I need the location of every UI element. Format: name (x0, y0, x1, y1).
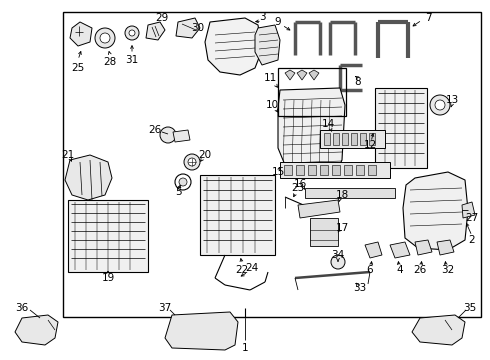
Circle shape (331, 255, 345, 269)
Bar (333, 133, 339, 145)
Text: 27: 27 (466, 213, 479, 223)
Bar (63, 12, 481, 317)
Polygon shape (297, 70, 307, 80)
Text: 25: 25 (72, 63, 85, 73)
Circle shape (30, 325, 40, 335)
Text: 12: 12 (364, 140, 377, 150)
Text: 11: 11 (264, 73, 277, 83)
Circle shape (175, 174, 191, 190)
Bar (200, 175, 275, 255)
Polygon shape (309, 70, 319, 80)
Polygon shape (285, 70, 295, 80)
Bar (284, 165, 292, 175)
Bar (68, 200, 148, 272)
Text: 32: 32 (441, 265, 455, 275)
Text: 10: 10 (266, 100, 278, 110)
Polygon shape (176, 18, 200, 38)
Circle shape (188, 158, 196, 166)
Text: 8: 8 (355, 77, 361, 87)
Polygon shape (278, 88, 345, 178)
Polygon shape (205, 18, 262, 75)
Bar (296, 165, 304, 175)
Bar (360, 133, 366, 145)
Bar (320, 165, 328, 175)
Bar (332, 165, 340, 175)
Text: 24: 24 (245, 263, 259, 273)
Polygon shape (390, 242, 410, 258)
Circle shape (194, 326, 206, 338)
Polygon shape (437, 240, 454, 255)
Polygon shape (403, 172, 468, 250)
Text: 15: 15 (271, 167, 285, 177)
Bar (351, 133, 357, 145)
Bar (320, 130, 385, 148)
Text: 5: 5 (175, 187, 181, 197)
Bar (305, 188, 395, 198)
Bar (278, 68, 346, 116)
Polygon shape (298, 200, 340, 218)
Bar (324, 133, 330, 145)
Text: 2: 2 (469, 235, 475, 245)
Text: 33: 33 (353, 283, 367, 293)
Text: 20: 20 (198, 150, 212, 160)
Circle shape (179, 178, 187, 186)
Circle shape (430, 95, 450, 115)
Bar (356, 165, 364, 175)
Text: 28: 28 (103, 57, 117, 67)
Text: 26: 26 (148, 125, 162, 135)
Bar (280, 162, 390, 178)
Text: 1: 1 (242, 343, 248, 353)
Bar (310, 218, 338, 246)
Text: 29: 29 (155, 13, 169, 23)
Circle shape (435, 100, 445, 110)
Text: 30: 30 (192, 23, 204, 33)
Text: 35: 35 (464, 303, 477, 313)
Text: 16: 16 (294, 179, 307, 189)
Text: 7: 7 (425, 13, 431, 23)
Circle shape (95, 28, 115, 48)
Text: 37: 37 (158, 303, 172, 313)
Text: 26: 26 (414, 265, 427, 275)
Text: 31: 31 (125, 55, 139, 65)
Circle shape (184, 154, 200, 170)
Circle shape (160, 127, 176, 143)
Bar (368, 165, 376, 175)
Circle shape (188, 320, 212, 344)
Circle shape (125, 26, 139, 40)
Circle shape (129, 30, 135, 36)
Bar (308, 165, 316, 175)
Bar (342, 133, 348, 145)
Polygon shape (165, 312, 238, 350)
Polygon shape (70, 22, 92, 46)
Polygon shape (462, 202, 475, 218)
Text: 9: 9 (275, 17, 281, 27)
Text: 13: 13 (445, 95, 459, 105)
Circle shape (100, 33, 110, 43)
Text: 4: 4 (397, 265, 403, 275)
Polygon shape (412, 315, 465, 345)
Polygon shape (146, 22, 165, 40)
Text: 3: 3 (259, 12, 265, 22)
Text: 17: 17 (335, 223, 348, 233)
Polygon shape (15, 315, 58, 345)
Polygon shape (255, 25, 280, 65)
Polygon shape (415, 240, 432, 255)
Polygon shape (173, 130, 190, 142)
Bar (375, 88, 427, 168)
Text: 36: 36 (15, 303, 28, 313)
Polygon shape (65, 155, 112, 200)
Text: 23: 23 (292, 183, 305, 193)
Text: 6: 6 (367, 265, 373, 275)
Polygon shape (365, 242, 382, 258)
Text: 34: 34 (331, 250, 344, 260)
Text: 18: 18 (335, 190, 348, 200)
Bar (369, 133, 375, 145)
Text: 22: 22 (235, 265, 248, 275)
Text: 19: 19 (101, 273, 115, 283)
Text: 14: 14 (321, 119, 335, 129)
Text: 21: 21 (61, 150, 74, 160)
Bar (344, 165, 352, 175)
